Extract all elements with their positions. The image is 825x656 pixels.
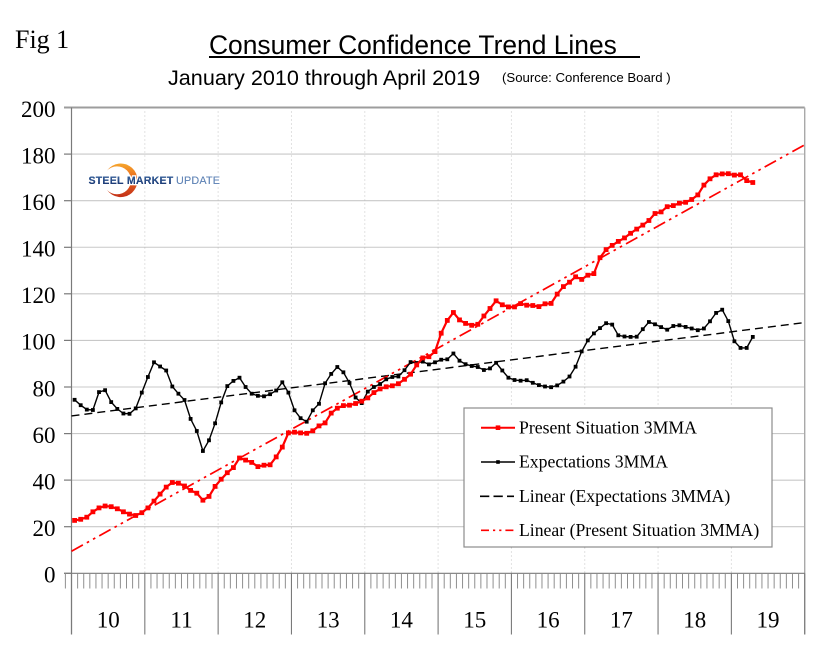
svg-text:Expectations 3MMA: Expectations 3MMA	[519, 452, 668, 472]
svg-text:14: 14	[390, 608, 414, 633]
svg-text:15: 15	[463, 608, 486, 633]
svg-text:Linear (Expectations 3MMA): Linear (Expectations 3MMA)	[519, 486, 730, 506]
svg-text:120: 120	[21, 283, 56, 308]
svg-text:140: 140	[21, 237, 56, 262]
svg-text:MARKET: MARKET	[127, 175, 174, 187]
svg-text:16: 16	[537, 608, 560, 633]
svg-text:12: 12	[243, 608, 266, 633]
svg-text:100: 100	[21, 330, 56, 355]
svg-text:19: 19	[757, 608, 780, 633]
svg-text:0: 0	[44, 563, 56, 588]
svg-text:STEEL: STEEL	[89, 175, 124, 187]
svg-text:UPDATE: UPDATE	[176, 175, 220, 187]
svg-text:STEEL: STEEL	[89, 175, 124, 187]
svg-text:200: 200	[21, 97, 56, 122]
svg-text:11: 11	[170, 608, 192, 633]
svg-text:17: 17	[610, 608, 633, 633]
svg-text:18: 18	[683, 608, 706, 633]
svg-text:UPDATE: UPDATE	[176, 175, 220, 187]
svg-text:160: 160	[21, 190, 56, 215]
svg-text:20: 20	[33, 516, 56, 541]
svg-text:13: 13	[317, 608, 340, 633]
svg-text:80: 80	[33, 376, 56, 401]
svg-text:Present Situation 3MMA: Present Situation 3MMA	[519, 417, 697, 437]
svg-text:180: 180	[21, 143, 56, 168]
svg-text:Linear (Present Situation 3MMA: Linear (Present Situation 3MMA)	[519, 520, 759, 540]
svg-text:40: 40	[33, 469, 56, 494]
svg-text:60: 60	[33, 423, 56, 448]
svg-text:10: 10	[97, 608, 120, 633]
svg-text:MARKET: MARKET	[127, 175, 174, 187]
